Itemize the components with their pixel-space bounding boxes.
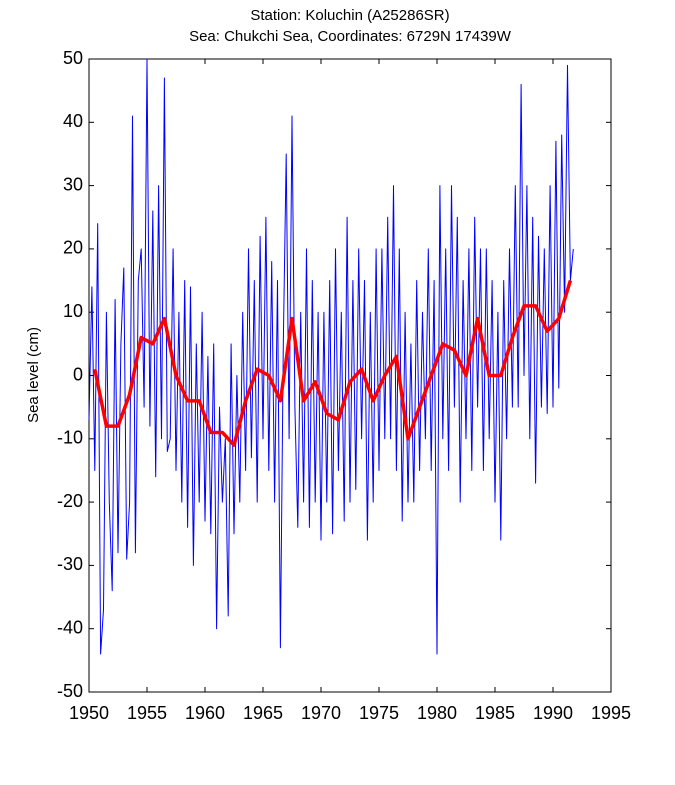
chart-subtitle: Sea: Chukchi Sea, Coordinates: 6729N 174… [189, 28, 512, 45]
y-tick-label: 10 [63, 301, 83, 321]
series-line [88, 58, 574, 655]
x-tick-label: 1965 [243, 703, 283, 723]
y-tick-label: -10 [57, 428, 83, 448]
y-tick-label: -50 [57, 681, 83, 701]
x-tick-label: 1960 [185, 703, 225, 723]
x-tick-label: 1950 [69, 703, 109, 723]
y-tick-label: 0 [73, 364, 83, 384]
y-tick-label: 50 [63, 48, 83, 68]
x-tick-label: 1980 [417, 703, 457, 723]
x-tick-label: 1955 [127, 703, 167, 723]
x-tick-label: 1990 [533, 703, 573, 723]
y-tick-label: -40 [57, 617, 83, 637]
y-tick-label: 30 [63, 174, 83, 194]
y-tick-label: 40 [63, 111, 83, 131]
y-tick-label: -30 [57, 554, 83, 574]
chart-title: Station: Koluchin (A25286SR) [250, 7, 449, 24]
series-line [93, 280, 573, 447]
y-tick-label: 20 [63, 238, 83, 258]
x-tick-label: 1995 [591, 703, 631, 723]
y-tick-label: -20 [57, 491, 83, 511]
y-axis-label: Sea level (cm) [25, 327, 42, 423]
x-tick-label: 1975 [359, 703, 399, 723]
x-tick-label: 1985 [475, 703, 515, 723]
x-tick-label: 1970 [301, 703, 341, 723]
